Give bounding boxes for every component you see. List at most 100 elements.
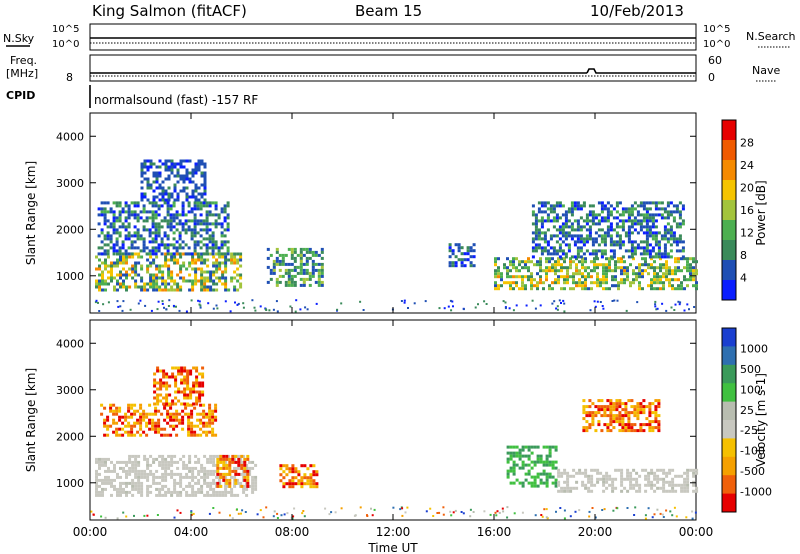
power-echo-cell	[509, 284, 512, 288]
velocity-echo-cell	[162, 381, 166, 385]
velocity-echo-cell	[115, 430, 119, 434]
power-echo-cell	[340, 302, 343, 305]
velocity-echo-cell	[162, 402, 166, 406]
velocity-echo-cell	[208, 406, 212, 410]
power-echo-cell	[627, 207, 631, 211]
velocity-echo-cell	[330, 511, 333, 514]
velocity-echo-cell	[190, 433, 194, 437]
power-echo-cell	[136, 219, 140, 223]
power-echo-cell	[266, 247, 270, 251]
power-echo-cell	[218, 264, 222, 268]
power-echo-cell	[98, 282, 101, 286]
power-echo-cell	[194, 183, 198, 187]
power-echo-cell	[112, 219, 116, 223]
power-echo-cell	[581, 284, 584, 288]
velocity-echo-cell	[600, 408, 604, 412]
power-echo-cell	[657, 255, 661, 259]
velocity-echo-cell	[127, 406, 131, 410]
power-echo-cell	[500, 284, 503, 288]
velocity-echo-cell	[527, 472, 531, 476]
power-echo-cell	[638, 269, 641, 273]
power-echo-cell	[130, 213, 134, 217]
power-echo-cell	[199, 222, 203, 226]
velocity-echo-cell	[254, 475, 258, 479]
power-echo-cell	[119, 255, 122, 259]
velocity-echo-cell	[165, 384, 169, 388]
velocity-echo-cell	[202, 415, 206, 419]
power-echo-cell	[500, 278, 503, 282]
power-echo-cell	[205, 228, 209, 232]
power-echo-cell	[151, 219, 155, 223]
velocity-echo-cell	[659, 477, 663, 481]
power-echo-cell	[251, 299, 254, 302]
power-echo-cell	[167, 198, 171, 202]
velocity-colorbar-segment	[722, 328, 736, 347]
velocity-echo-cell	[259, 509, 262, 512]
velocity-echo-cell	[587, 474, 591, 478]
power-echo-cell	[151, 252, 155, 256]
power-echo-cell	[125, 255, 128, 259]
velocity-colorbar-segment	[722, 456, 736, 476]
power-echo-cell	[573, 207, 577, 211]
power-echo-cell	[560, 302, 562, 304]
power-echo-cell	[512, 287, 515, 291]
velocity-echo-cell	[645, 417, 649, 421]
power-echo-cell	[678, 225, 682, 229]
velocity-echo-cell	[186, 396, 190, 400]
power-echo-cell	[139, 210, 143, 214]
velocity-echo-cell	[167, 472, 171, 476]
velocity-echo-cells	[90, 366, 699, 520]
power-echo-cell	[146, 264, 150, 268]
power-echo-cell	[503, 266, 506, 270]
power-echo-cell	[289, 305, 292, 308]
power-echo-cell	[110, 273, 113, 277]
power-echo-cell	[220, 234, 224, 238]
velocity-echo-cell	[671, 468, 675, 472]
xtick-label: 16:00	[477, 525, 512, 539]
power-echo-cell	[609, 243, 613, 247]
power-echo-cell	[540, 237, 544, 241]
power-echo-cell	[115, 249, 119, 253]
power-echo-cell	[617, 287, 620, 291]
power-echo-cell	[308, 256, 312, 260]
velocity-echo-cell	[162, 375, 166, 379]
power-echo-cell	[223, 219, 227, 223]
power-echo-cell	[549, 207, 553, 211]
velocity-echo-cell	[353, 514, 356, 517]
velocity-echo-cell	[203, 475, 207, 479]
power-echo-cell	[112, 213, 116, 217]
power-echo-cell	[590, 287, 593, 291]
power-echo-cell	[527, 266, 530, 270]
power-echo-cell	[242, 302, 245, 305]
power-echo-cell	[654, 300, 657, 303]
velocity-echo-cell	[124, 412, 128, 416]
velocity-echo-cell	[112, 418, 116, 422]
power-echo-cell	[184, 252, 188, 256]
velocity-echo-cell	[121, 427, 125, 431]
velocity-echo-cell	[192, 366, 196, 370]
power-echo-cell	[623, 272, 626, 276]
velocity-echo-cell	[166, 415, 170, 419]
power-echo-cell	[194, 270, 198, 274]
velocity-colorbar-tick-label: 100	[740, 383, 761, 396]
velocity-echo-cell	[635, 483, 639, 487]
power-echo-cell	[593, 281, 596, 285]
power-echo-cell	[663, 225, 667, 229]
power-echo-cell	[543, 246, 547, 250]
velocity-echo-cell	[157, 424, 161, 428]
power-echo-cell	[169, 207, 173, 211]
velocity-echo-cell	[279, 473, 283, 477]
power-echo-cell	[149, 162, 153, 166]
velocity-echo-cell	[657, 423, 661, 427]
power-echo-cell	[237, 302, 240, 305]
velocity-echo-cell	[119, 487, 122, 491]
power-echo-cell	[190, 210, 194, 214]
velocity-echo-cell	[683, 471, 687, 475]
velocity-echo-cell	[545, 478, 549, 482]
velocity-echo-cell	[436, 512, 439, 514]
power-echo-cell	[121, 225, 125, 229]
power-echo-cell	[569, 287, 572, 291]
power-echo-cell	[121, 207, 125, 211]
power-echo-cell	[603, 231, 607, 235]
power-echo-cell	[630, 210, 634, 214]
